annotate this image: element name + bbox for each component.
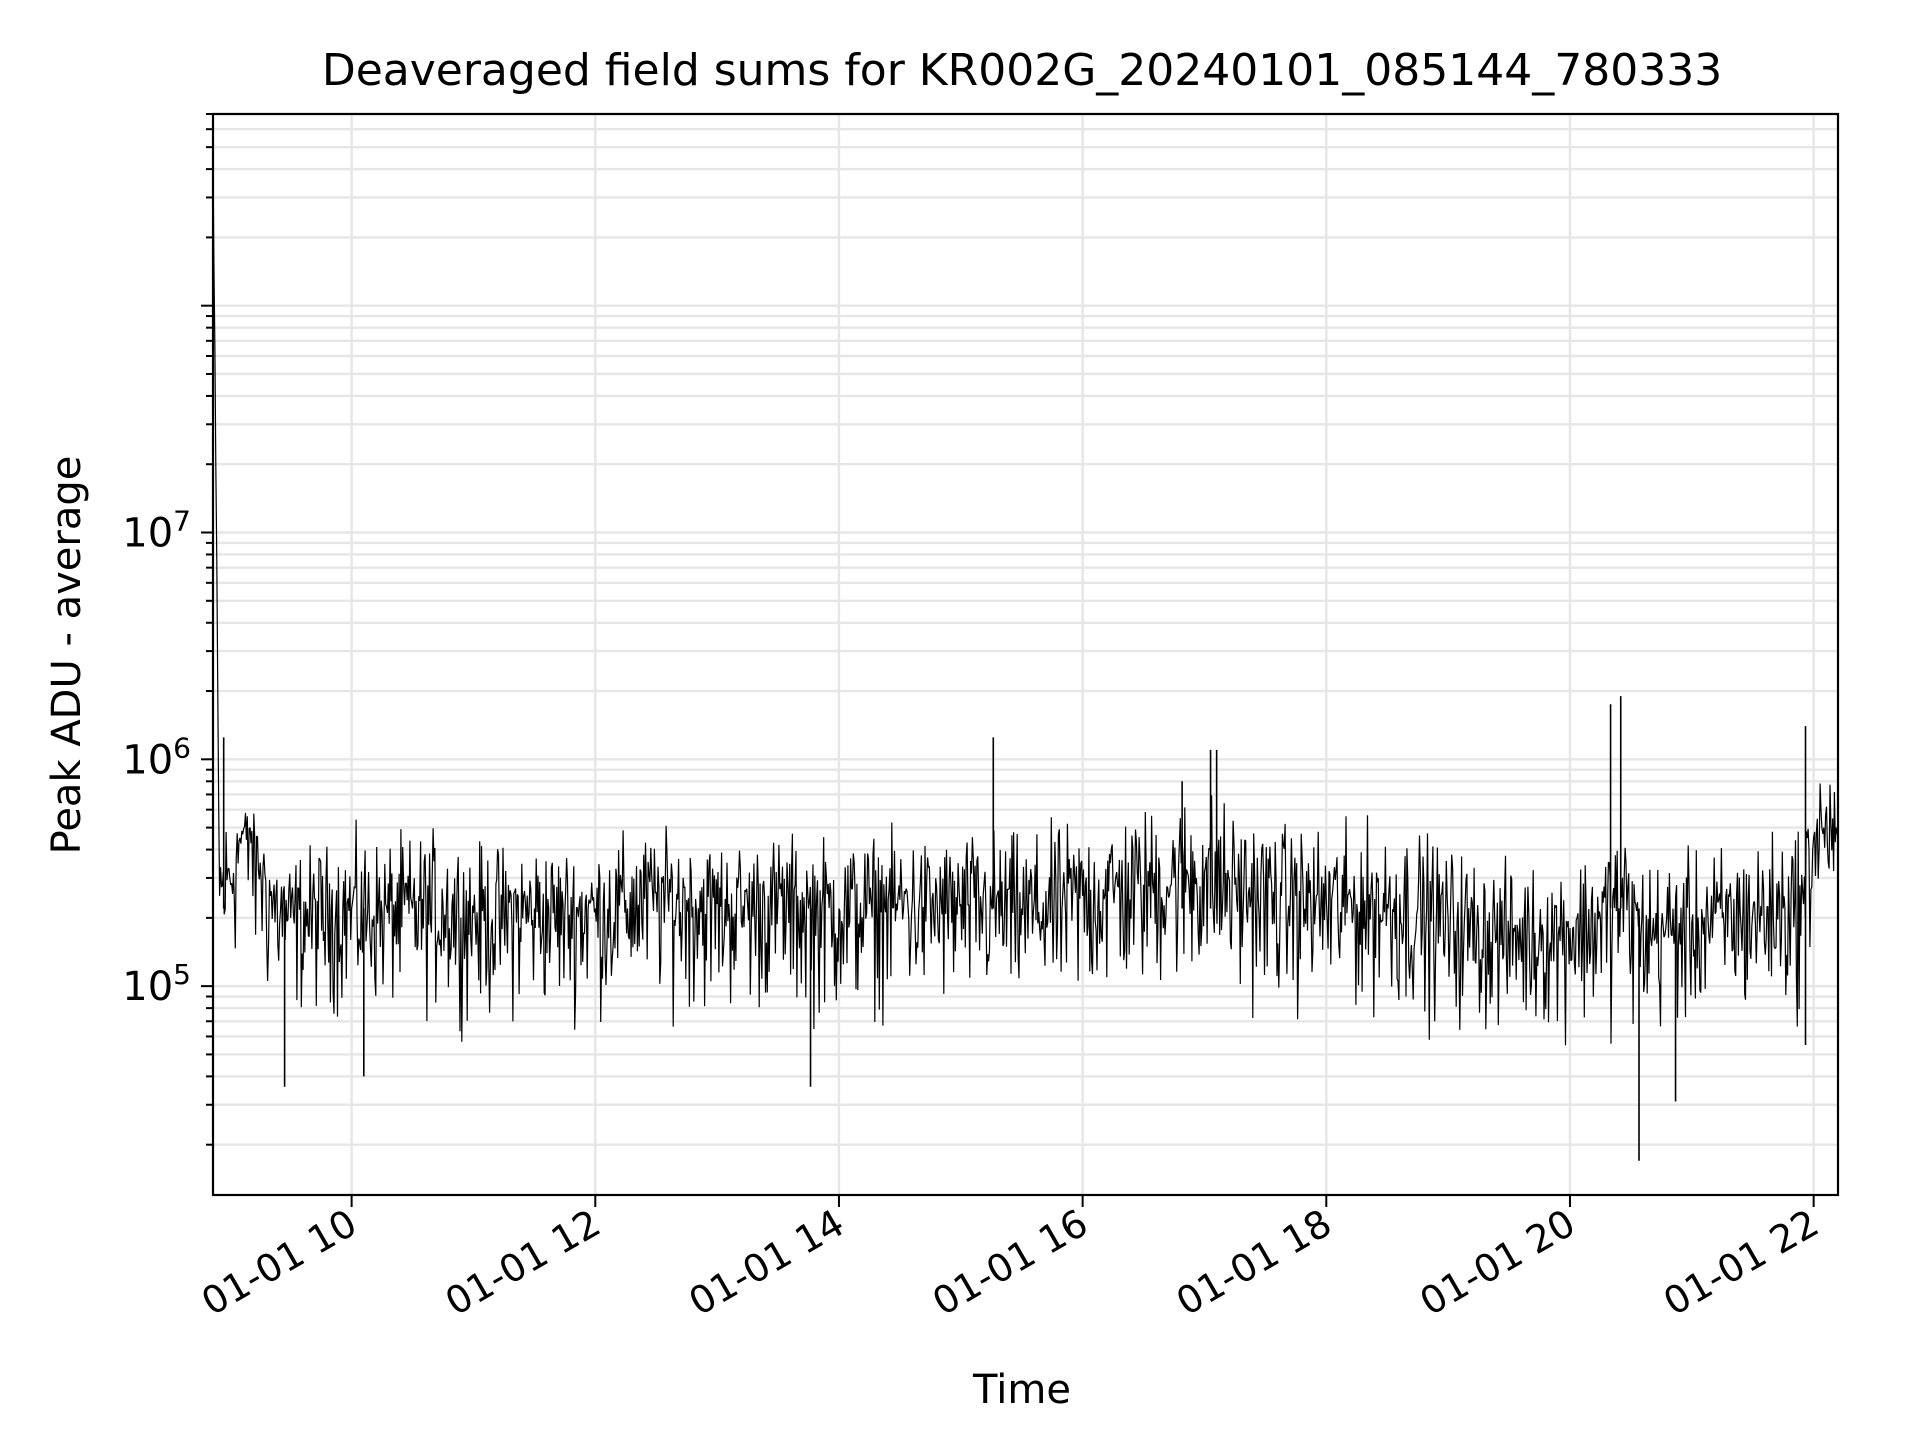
- y-tick-exponent: 7: [173, 505, 191, 538]
- series-line: [212, 157, 1839, 1046]
- data-layer: [212, 157, 1839, 1161]
- y-tick-base: 10: [122, 511, 173, 557]
- y-axis-label: Peak ADU - average: [44, 456, 90, 855]
- y-tick-label: 107: [122, 505, 191, 557]
- y-tick-label: 106: [122, 731, 191, 783]
- y-tick-exponent: 5: [173, 958, 191, 991]
- y-tick-exponent: 6: [173, 731, 191, 764]
- grid: [213, 112, 1838, 1195]
- y-tick-base: 10: [122, 964, 173, 1010]
- y-tick-base: 10: [122, 737, 173, 783]
- y-tick-label: 105: [122, 958, 191, 1010]
- chart-title: Deaveraged field sums for KR002G_2024010…: [322, 45, 1722, 96]
- x-axis-label: Time: [972, 1367, 1071, 1413]
- axes-frame: [211, 112, 1840, 1197]
